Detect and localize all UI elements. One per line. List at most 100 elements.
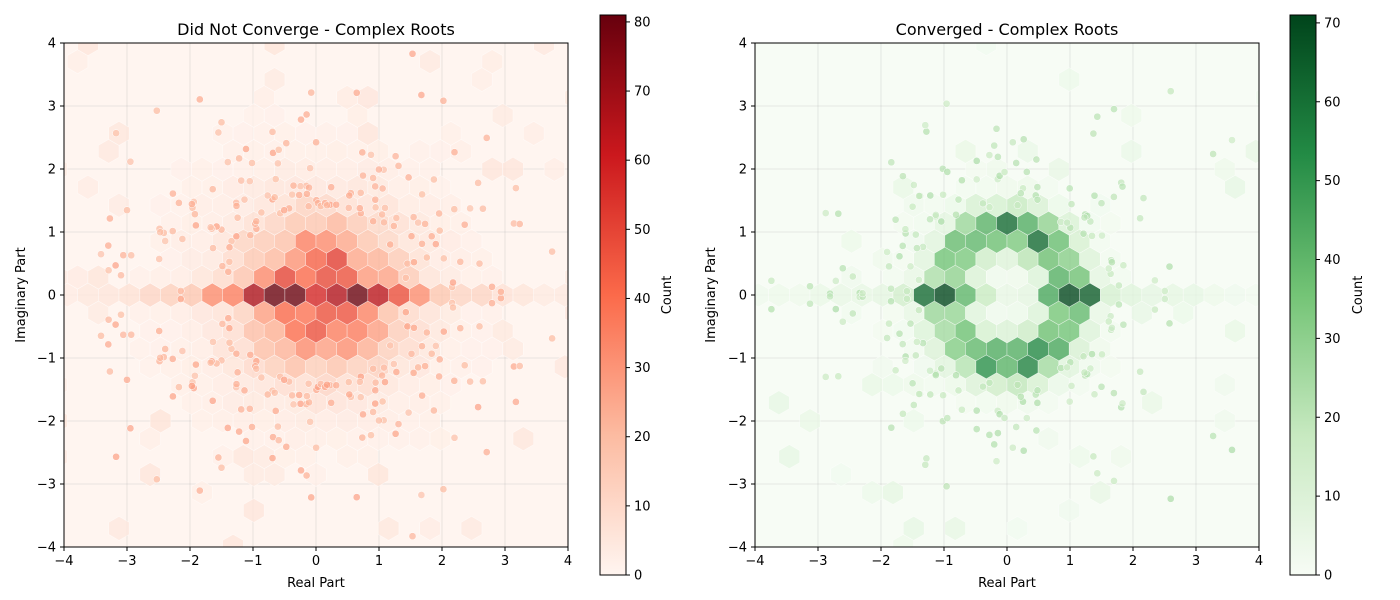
point-marker [488,299,496,308]
point-marker [474,403,482,411]
point-marker [806,282,814,291]
colorbar-tick-label: 30 [634,361,651,376]
point-marker [161,237,170,245]
point-marker [1032,426,1041,435]
point-marker [270,388,279,397]
point-marker [392,214,401,222]
point-marker [378,184,387,193]
point-marker [942,99,951,108]
colorbar-gradient [599,14,627,576]
point-marker [979,199,987,208]
y-tick-label: −1 [728,352,747,367]
x-tick-label: 2 [438,554,446,569]
chart-title: Did Not Converge - Complex Roots [177,20,455,39]
colorbar-tick-label: 20 [1324,411,1341,426]
point-marker [217,463,226,472]
point-marker [106,367,114,376]
hex-cell [440,121,462,146]
point-marker [548,334,556,343]
point-marker [422,253,431,262]
point-marker [1033,386,1042,395]
point-marker [985,378,994,387]
point-marker [821,373,830,381]
point-marker [985,151,994,159]
point-marker [908,202,917,211]
point-marker [979,382,987,391]
point-marker [242,145,250,153]
point-marker [232,202,241,210]
point-marker [421,362,429,370]
point-marker [409,213,418,221]
point-marker [303,190,311,198]
point-marker [435,209,443,218]
point-marker [111,261,120,270]
point-marker [1013,380,1022,389]
hex-cell [799,408,821,434]
point-marker [352,88,361,97]
point-marker [271,175,280,183]
point-marker [403,259,412,268]
point-marker [1089,129,1098,138]
point-marker [209,338,217,346]
y-tick-label: −2 [728,415,747,430]
point-marker [242,437,250,445]
point-marker [1119,261,1128,270]
point-marker [838,264,847,273]
point-marker [952,371,960,380]
point-marker [1079,352,1088,361]
point-marker [355,377,364,386]
hex-cell [222,534,244,547]
point-marker [767,276,776,285]
hex-cell [64,448,68,465]
point-marker [367,431,375,440]
point-marker [386,341,395,350]
point-marker [985,203,994,212]
point-marker [848,272,857,281]
point-marker [296,399,305,408]
y-tick-label: 4 [48,37,56,52]
point-marker [450,205,459,214]
point-marker [958,405,966,414]
hex-cell [975,43,997,56]
point-marker [418,342,426,351]
point-marker [414,218,422,227]
point-marker [985,431,994,439]
hex-cell [1120,103,1143,128]
hex-cell [263,43,286,56]
point-marker [389,222,398,230]
point-marker [248,423,256,431]
point-marker [821,209,830,217]
point-marker [111,320,120,329]
point-marker [192,221,200,230]
point-marker [972,406,981,415]
hex-cell [1245,139,1259,164]
point-marker [512,184,520,192]
point-marker [915,390,923,398]
point-marker [218,320,227,328]
point-marker [371,399,380,408]
point-marker [431,342,440,350]
point-marker [175,199,183,207]
point-marker [188,200,196,208]
point-marker [371,203,380,212]
point-marker [1118,182,1127,191]
point-marker [887,158,896,167]
point-marker [252,364,261,373]
point-marker [1097,199,1106,208]
point-marker [369,217,378,226]
hex-cell [64,412,68,429]
x-tick-label: −1 [243,554,262,569]
point-marker [295,191,304,199]
hex-cell [108,516,130,541]
point-marker [488,282,496,291]
point-marker [1033,195,1042,204]
hex-cell [481,49,503,74]
hex-cell [778,444,801,469]
point-marker [922,454,931,463]
y-tick-label: −3 [37,478,56,493]
point-marker [479,377,487,386]
point-marker [1151,276,1159,285]
hex-cell [768,390,790,416]
point-marker [497,294,505,303]
point-marker [392,368,401,376]
